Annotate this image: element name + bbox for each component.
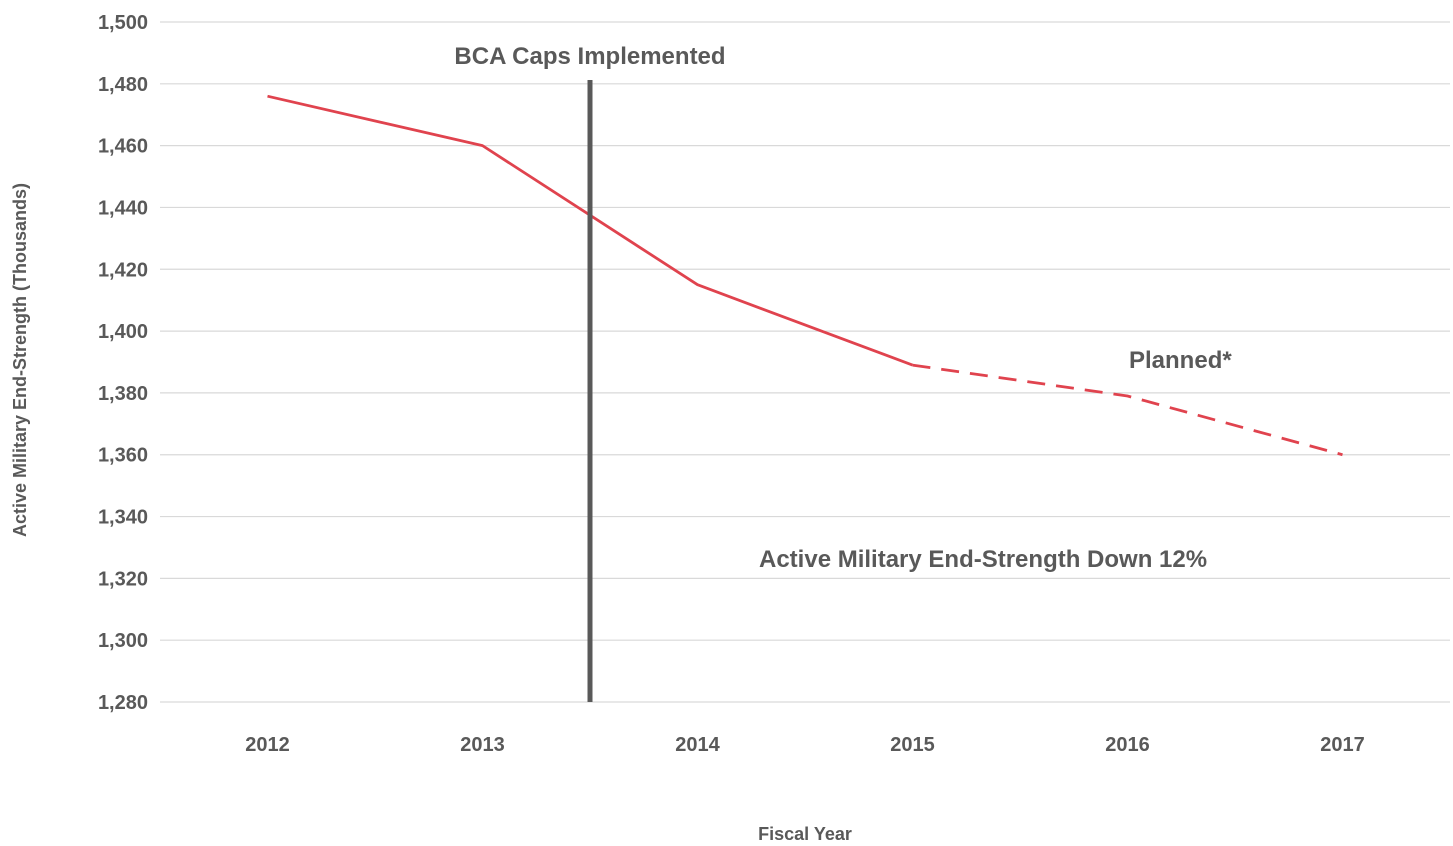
x-tick-label: 2015 bbox=[890, 734, 935, 756]
y-tick-label: 1,320 bbox=[98, 568, 148, 590]
y-axis-title: Active Military End-Strength (Thousands) bbox=[10, 183, 30, 537]
gridlines bbox=[160, 21, 1450, 703]
x-axis-title: Fiscal Year bbox=[758, 824, 852, 844]
y-tick-label: 1,440 bbox=[98, 197, 148, 219]
x-tick-label: 2014 bbox=[675, 734, 720, 756]
y-axis-tick-labels: 1,280 1,300 1,320 1,340 1,360 1,380 1,400 1,420… bbox=[98, 12, 148, 714]
y-tick-label: 1,280 bbox=[98, 692, 148, 714]
x-tick-label: 2017 bbox=[1320, 734, 1365, 756]
x-tick-label: 2012 bbox=[245, 734, 290, 756]
y-tick-label: 1,340 bbox=[98, 507, 148, 529]
x-tick-label: 2013 bbox=[460, 734, 505, 756]
series-lines bbox=[267, 94, 1343, 457]
y-tick-label: 1,420 bbox=[98, 259, 148, 281]
y-tick-label: 1,500 bbox=[98, 12, 148, 34]
x-tick-label: 2016 bbox=[1105, 734, 1150, 756]
y-tick-label: 1,400 bbox=[98, 321, 148, 343]
y-tick-label: 1,480 bbox=[98, 74, 148, 96]
planned-series-line bbox=[912, 363, 1343, 457]
y-tick-label: 1,460 bbox=[98, 136, 148, 158]
bca-caps-label: BCA Caps Implemented bbox=[454, 43, 725, 70]
y-tick-label: 1,300 bbox=[98, 630, 148, 652]
y-tick-label: 1,360 bbox=[98, 445, 148, 467]
y-tick-label: 1,380 bbox=[98, 383, 148, 405]
x-axis-tick-labels: 2012 2013 2014 2015 2016 2017 bbox=[245, 734, 1365, 756]
summary-annotation: Active Military End-Strength Down 12% bbox=[759, 546, 1207, 573]
planned-label: Planned* bbox=[1129, 347, 1232, 374]
